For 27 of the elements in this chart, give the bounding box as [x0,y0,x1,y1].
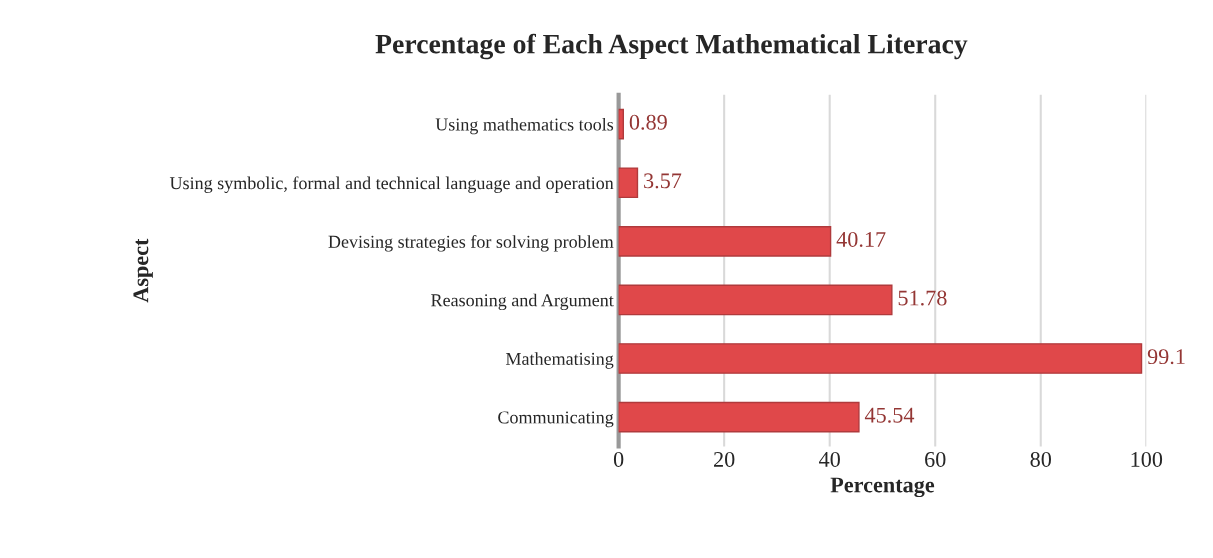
y-tick-label: Reasoning and Argument [431,293,614,311]
bar [618,167,639,199]
bar [618,225,832,257]
x-axis-title: Percentage [830,477,935,498]
x-tick-label: 60 [925,451,946,467]
data-label: 0.89 [629,114,667,130]
chart-title: Percentage of Each Aspect Mathematical Literacy [375,33,968,60]
x-tick-label: 20 [714,451,735,467]
data-label: 3.57 [644,173,682,189]
x-tick-label: 80 [1030,451,1052,467]
x-tick-label: 100 [1131,451,1163,467]
bar [618,401,860,433]
data-label: 45.54 [864,407,915,423]
data-label: 51.78 [898,290,947,306]
y-tick-label: Devising strategies for solving problem [328,234,614,252]
x-tick-label: 0 [613,451,624,467]
bar [618,108,625,140]
y-tick-label: Mathematising [505,352,614,369]
x-tick-label: 40 [819,451,840,467]
y-tick-label: Communicating [498,411,614,428]
y-axis-title: Aspect [133,238,153,303]
data-label: 40.17 [836,231,886,247]
data-label: 99.1 [1147,349,1185,365]
y-tick-label: Using symbolic, formal and technical language and operation [169,176,614,193]
y-tick-label: Using mathematics tools [435,117,614,135]
bar [618,284,893,316]
bar [618,343,1143,374]
